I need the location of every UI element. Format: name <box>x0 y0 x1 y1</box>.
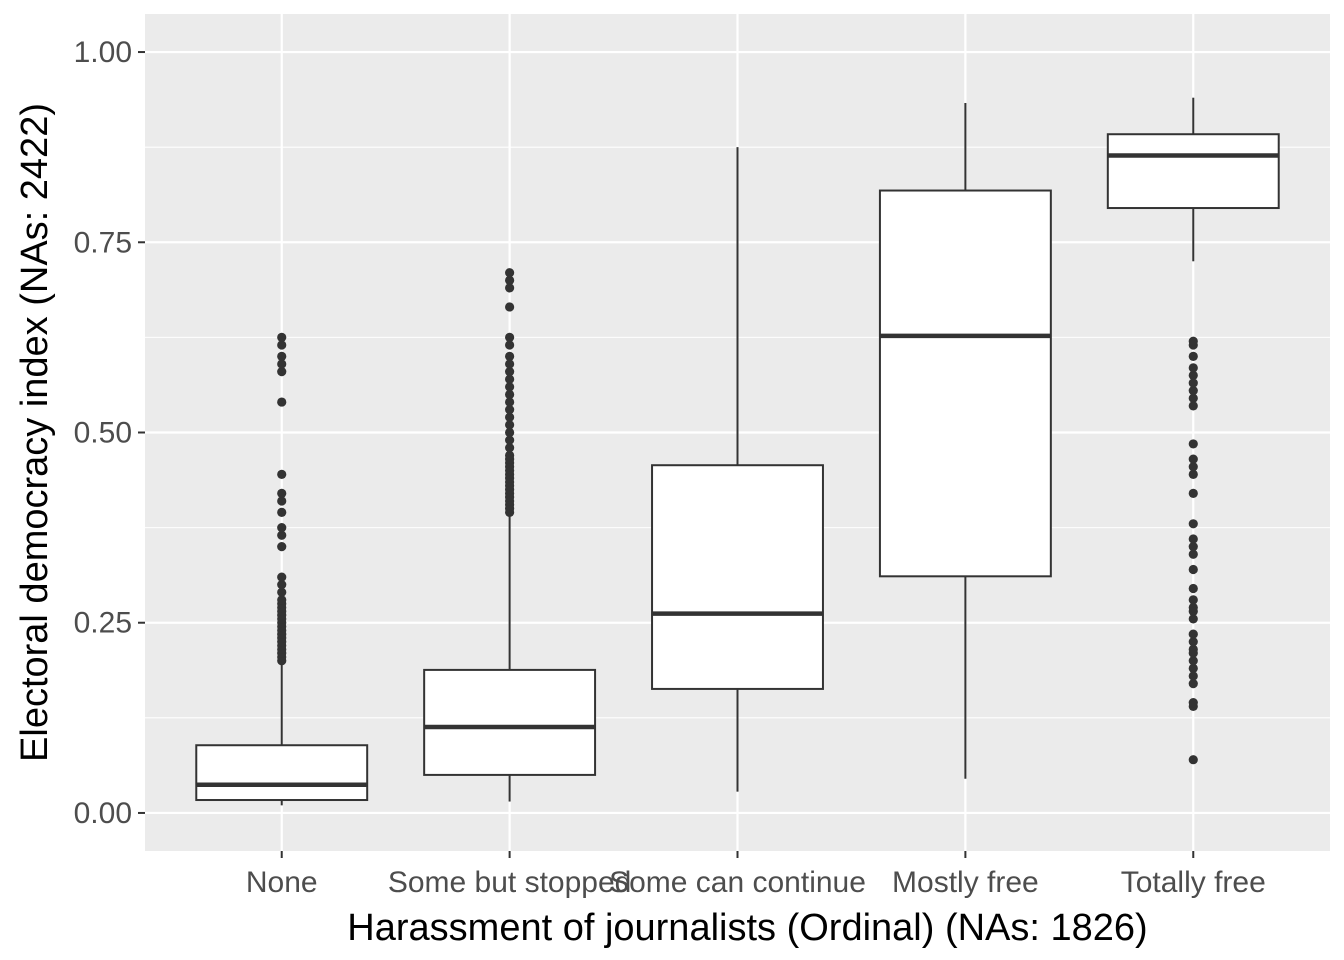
outlier-point <box>1188 454 1198 464</box>
outlier-point <box>1188 519 1198 529</box>
outlier-point <box>1188 549 1198 559</box>
outlier-point <box>505 268 515 278</box>
x-tick-label: Mostly free <box>892 866 1039 899</box>
outlier-point <box>277 523 287 533</box>
outlier-point <box>1188 401 1198 411</box>
outlier-point <box>277 367 287 377</box>
outlier-point <box>277 332 287 342</box>
outlier-point <box>277 496 287 506</box>
outlier-point <box>277 587 287 597</box>
y-axis: 0.00 0.25 0.50 0.75 1.00 <box>74 36 145 830</box>
outlier-point <box>505 351 515 362</box>
outlier-point <box>277 507 287 517</box>
box-group <box>651 147 824 792</box>
box-iqr <box>878 189 1052 578</box>
outlier-point <box>505 389 515 400</box>
outlier-point <box>505 332 515 342</box>
outlier-point <box>1188 595 1198 605</box>
outlier-point <box>1188 378 1198 388</box>
boxes <box>195 97 1280 806</box>
outlier-point <box>1188 629 1198 639</box>
outlier-point <box>277 397 287 407</box>
outlier-point <box>1188 698 1198 708</box>
box-iqr <box>423 668 597 776</box>
outlier-point <box>1188 469 1198 479</box>
outlier-point <box>277 580 287 590</box>
outlier-point <box>505 283 515 293</box>
box-group <box>423 268 597 802</box>
outlier-point <box>277 488 287 498</box>
outlier-point <box>505 450 515 460</box>
box-group <box>878 103 1052 779</box>
outlier-point <box>505 340 515 350</box>
outlier-point <box>505 275 515 285</box>
y-tick-label: 0.75 <box>74 226 132 259</box>
outlier-point <box>505 382 515 392</box>
outlier-point <box>1188 351 1198 362</box>
outlier-point <box>1188 663 1198 673</box>
outlier-point <box>505 397 515 407</box>
outlier-point <box>1188 656 1198 666</box>
outlier-point <box>1188 755 1198 765</box>
y-tick-label: 0.25 <box>74 607 132 640</box>
y-tick-label: 0.00 <box>74 797 132 830</box>
outlier-point <box>505 427 515 438</box>
outlier-point <box>1188 583 1198 594</box>
outlier-point <box>1188 363 1198 373</box>
outlier-point <box>277 530 287 540</box>
outlier-point <box>1188 370 1198 381</box>
outlier-point <box>277 572 287 582</box>
x-axis-title: Harassment of journalists (Ordinal) (NAs… <box>347 907 1147 949</box>
box-group <box>195 332 369 806</box>
outlier-point <box>505 405 515 415</box>
outlier-point <box>1188 671 1198 681</box>
y-axis-title: Electoral democracy index (NAs: 2422) <box>14 103 56 762</box>
outlier-point <box>505 374 515 384</box>
outlier-point <box>277 351 287 362</box>
outlier-point <box>1188 637 1198 647</box>
outlier-point <box>505 420 515 430</box>
x-tick-label: Some but stopped <box>388 866 632 899</box>
outlier-point <box>1188 564 1198 575</box>
y-tick-label: 0.50 <box>74 417 132 450</box>
box-iqr <box>195 744 369 802</box>
outlier-point <box>1188 439 1198 449</box>
outlier-point <box>1188 488 1198 498</box>
box-iqr <box>1106 133 1280 210</box>
outlier-point <box>1188 644 1198 654</box>
outlier-point <box>1188 393 1198 403</box>
outlier-point <box>505 412 515 422</box>
outlier-point <box>277 340 287 350</box>
outlier-point <box>1188 542 1198 552</box>
x-tick-label: None <box>246 866 318 899</box>
y-tick-label: 1.00 <box>74 36 132 69</box>
outlier-point <box>277 359 287 369</box>
x-tick-label: Totally free <box>1121 866 1266 899</box>
outlier-point <box>505 359 515 369</box>
outlier-point <box>1188 602 1198 613</box>
outlier-point <box>505 443 515 453</box>
outlier-point <box>505 435 515 445</box>
outlier-point <box>1188 679 1198 689</box>
outlier-point <box>277 595 287 605</box>
outlier-point <box>277 542 287 552</box>
outlier-point <box>505 302 515 312</box>
outlier-point <box>1188 336 1198 346</box>
box-group <box>1106 97 1280 765</box>
outlier-point <box>1188 534 1198 544</box>
outlier-point <box>1188 462 1198 472</box>
outlier-point <box>505 367 515 377</box>
outlier-point <box>1188 614 1198 624</box>
outlier-point <box>277 469 287 479</box>
outlier-point <box>1188 386 1198 396</box>
x-tick-label: Some can continue <box>609 866 866 899</box>
box-iqr <box>651 464 824 690</box>
